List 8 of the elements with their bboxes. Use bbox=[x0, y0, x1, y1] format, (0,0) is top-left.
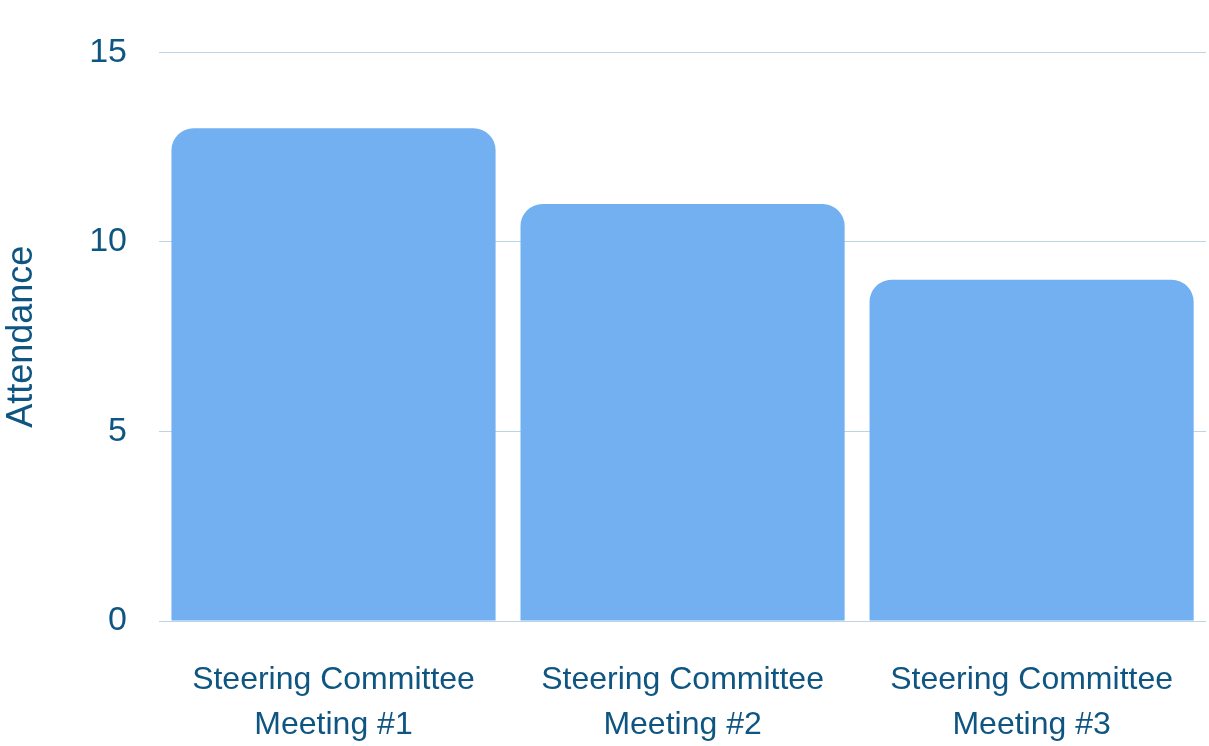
y-axis-title: Attendance bbox=[0, 245, 40, 428]
y-tick-label: 15 bbox=[89, 30, 127, 69]
y-tick-label: 10 bbox=[89, 220, 127, 259]
x-tick-label: Steering Committee Meeting #2 bbox=[541, 659, 824, 741]
y-tick-label: 0 bbox=[108, 599, 127, 638]
y-tick-label: 5 bbox=[108, 409, 127, 448]
x-tick-label: Steering Committee Meeting #3 bbox=[890, 659, 1173, 741]
x-tick-label: Steering Committee Meeting #1 bbox=[192, 659, 475, 741]
